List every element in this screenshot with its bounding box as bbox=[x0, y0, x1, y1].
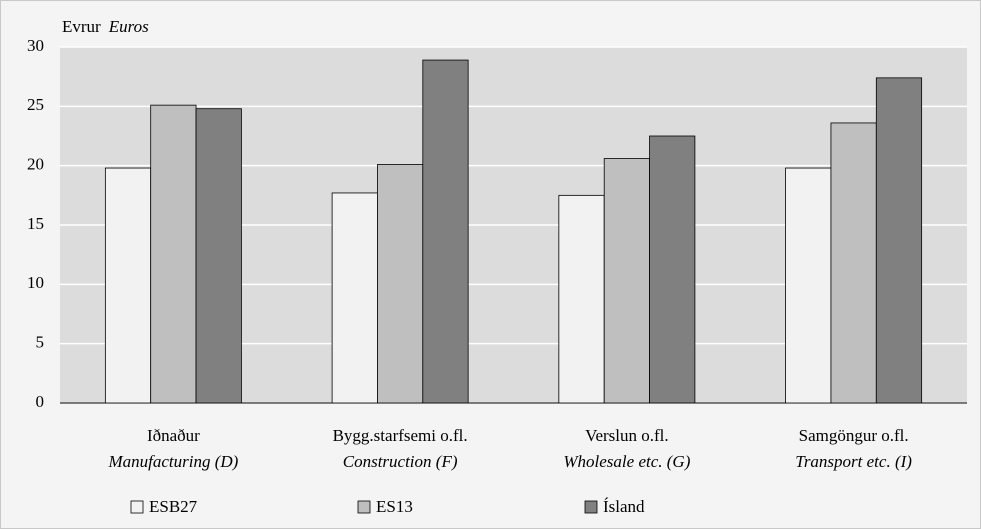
bar bbox=[875, 77, 923, 404]
y-tick-label: 0 bbox=[36, 392, 45, 411]
x-tick-label: Verslun o.fl. bbox=[585, 426, 669, 445]
bar bbox=[785, 167, 832, 404]
y-tick-label: 25 bbox=[27, 95, 44, 114]
x-tick-label: Samgöngur o.fl. bbox=[799, 426, 909, 445]
bar bbox=[830, 122, 877, 404]
x-tick-label-en: Transport etc. (I) bbox=[795, 452, 912, 471]
bar bbox=[422, 59, 469, 404]
bar bbox=[195, 108, 242, 404]
bar bbox=[558, 194, 605, 404]
legend-label: Ísland bbox=[603, 497, 645, 516]
x-tick-label-en: Construction (F) bbox=[343, 452, 458, 471]
legend-label: ES13 bbox=[376, 497, 413, 516]
y-tick-label: 10 bbox=[27, 273, 44, 292]
x-tick-label-en: Manufacturing (D) bbox=[107, 452, 238, 471]
legend-label: ESB27 bbox=[149, 497, 198, 516]
bar bbox=[649, 135, 696, 404]
bar bbox=[603, 158, 650, 404]
y-tick-label: 15 bbox=[27, 214, 44, 233]
y-axis-label-is: Evrur bbox=[62, 17, 101, 36]
y-axis-label-en: Euros bbox=[108, 17, 149, 36]
legend-swatch bbox=[584, 500, 598, 514]
y-tick-label: 30 bbox=[27, 36, 44, 55]
x-tick-label-en: Wholesale etc. (G) bbox=[563, 452, 690, 471]
y-axis-label: Evrur Euros bbox=[62, 17, 149, 36]
bar bbox=[377, 164, 424, 404]
legend-swatch bbox=[357, 500, 371, 514]
x-tick-label: Iðnaður bbox=[147, 426, 200, 445]
legend-swatch bbox=[130, 500, 144, 514]
y-tick-label: 5 bbox=[36, 333, 45, 352]
y-tick-label: 20 bbox=[27, 155, 44, 174]
bar bbox=[104, 167, 152, 404]
bar bbox=[331, 192, 378, 404]
bar bbox=[150, 104, 197, 404]
x-tick-label: Bygg.starfsemi o.fl. bbox=[333, 426, 468, 445]
